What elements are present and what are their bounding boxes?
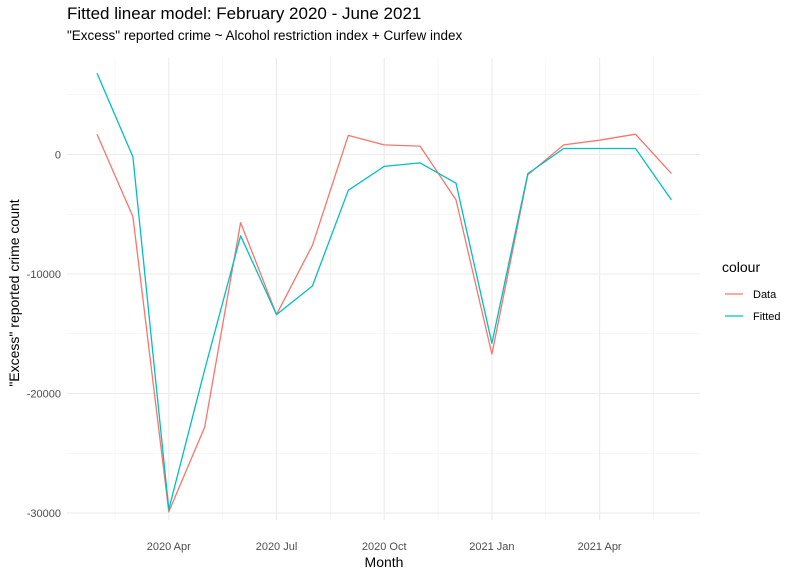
chart-title: Fitted linear model: February 2020 - Jun… xyxy=(67,4,422,23)
y-tick-label: 0 xyxy=(55,150,61,162)
grid xyxy=(67,58,700,520)
y-tick-label: -30000 xyxy=(27,508,61,520)
x-tick-label: 2021 Apr xyxy=(578,541,622,553)
y-tick-label: -20000 xyxy=(27,389,61,401)
legend-label-data: Data xyxy=(753,289,777,301)
series-line-data xyxy=(96,133,672,513)
y-tick-label: -10000 xyxy=(27,269,61,281)
x-axis-title: Month xyxy=(365,554,404,570)
y-axis-title: "Excess" reported crime count xyxy=(6,199,22,386)
x-tick-label: 2021 Jan xyxy=(469,541,514,553)
series-line-fitted xyxy=(96,72,672,511)
legend: colour Data Fitted xyxy=(722,259,781,323)
x-tick-label: 2020 Oct xyxy=(362,541,407,553)
y-tick-labels: -30000 -20000 -10000 0 xyxy=(27,150,61,521)
x-tick-label: 2020 Apr xyxy=(147,541,191,553)
legend-label-fitted: Fitted xyxy=(753,311,781,323)
x-tick-label: 2020 Jul xyxy=(256,541,298,553)
legend-title: colour xyxy=(722,259,760,275)
series-lines xyxy=(96,72,672,513)
legend-items: Data Fitted xyxy=(725,289,781,323)
x-tick-labels: 2020 Apr 2020 Jul 2020 Oct 2021 Jan 2021 Apr xyxy=(147,541,622,553)
chart-subtitle: "Excess" reported crime ~ Alcohol restri… xyxy=(67,28,463,43)
